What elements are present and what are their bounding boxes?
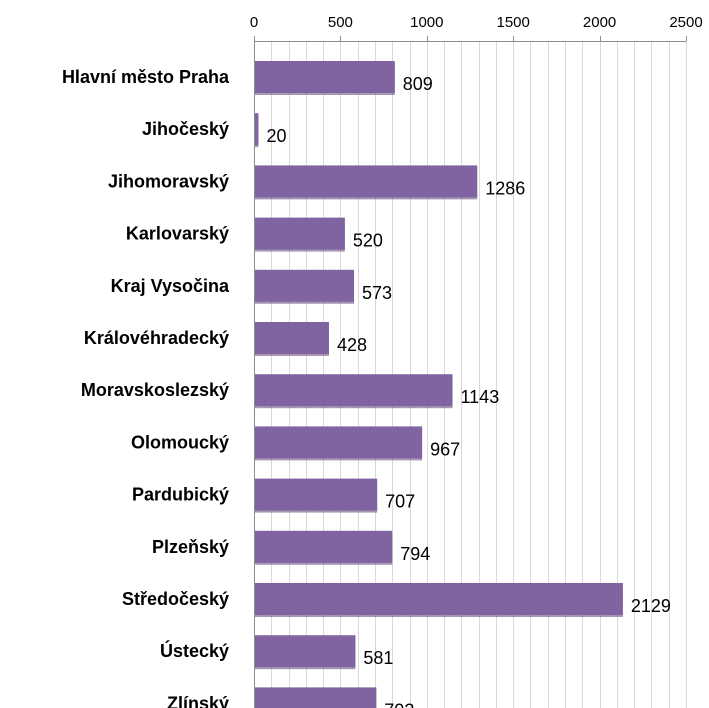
data-labels: 809 20 1286 520 573 428 1143 967 707 794 2129 581 70… bbox=[266, 74, 670, 708]
category-label: Moravskoslezský bbox=[81, 380, 229, 400]
data-label: 809 bbox=[403, 74, 433, 94]
data-label: 794 bbox=[400, 544, 430, 564]
category-label: Zlínský bbox=[167, 693, 229, 708]
x-tick-label: 500 bbox=[328, 14, 353, 31]
x-axis-tick-labels: 0 500 1000 1500 2000 2500 bbox=[250, 14, 703, 42]
bar bbox=[255, 61, 395, 93]
bars bbox=[255, 61, 623, 708]
data-label: 707 bbox=[385, 492, 415, 512]
data-label: 20 bbox=[266, 126, 286, 146]
category-label: Plzeňský bbox=[152, 537, 229, 557]
bar bbox=[255, 530, 393, 563]
data-label: 520 bbox=[353, 231, 383, 251]
bar bbox=[255, 635, 356, 668]
category-label: Hlavní město Praha bbox=[62, 67, 230, 87]
data-label: 428 bbox=[337, 335, 367, 355]
category-label: Jihomoravský bbox=[108, 171, 229, 191]
x-tick-label: 2000 bbox=[583, 14, 616, 31]
category-label: Olomoucký bbox=[131, 432, 229, 452]
bar bbox=[255, 165, 478, 198]
category-label: Středočeský bbox=[122, 589, 229, 609]
bar bbox=[255, 583, 623, 615]
data-label: 573 bbox=[362, 283, 392, 303]
category-label: Pardubický bbox=[132, 485, 229, 505]
data-label: 581 bbox=[363, 648, 393, 668]
data-label: 702 bbox=[384, 700, 414, 708]
bar bbox=[255, 269, 355, 302]
x-tick-label: 1000 bbox=[410, 14, 443, 31]
bar bbox=[255, 478, 378, 511]
bar bbox=[255, 374, 453, 407]
bar bbox=[255, 113, 259, 146]
x-tick-label: 2500 bbox=[669, 14, 702, 31]
category-label: Karlovarský bbox=[126, 224, 229, 244]
x-tick-label: 1500 bbox=[497, 14, 530, 31]
data-label: 967 bbox=[430, 439, 460, 459]
category-label: Kraj Vysočina bbox=[111, 276, 230, 296]
data-label: 2129 bbox=[631, 596, 671, 616]
category-label: Královéhradecký bbox=[84, 328, 229, 348]
bar bbox=[255, 217, 345, 250]
bar bbox=[255, 687, 377, 708]
category-label: Ústecký bbox=[160, 640, 229, 661]
data-label: 1286 bbox=[485, 178, 525, 198]
category-labels: Hlavní město Praha Jihočeský Jihomoravský K… bbox=[62, 67, 230, 708]
bar bbox=[255, 426, 423, 459]
x-tick-label: 0 bbox=[250, 14, 258, 31]
category-label: Jihočeský bbox=[142, 119, 229, 139]
bar bbox=[255, 322, 329, 354]
data-label: 1143 bbox=[461, 387, 500, 407]
